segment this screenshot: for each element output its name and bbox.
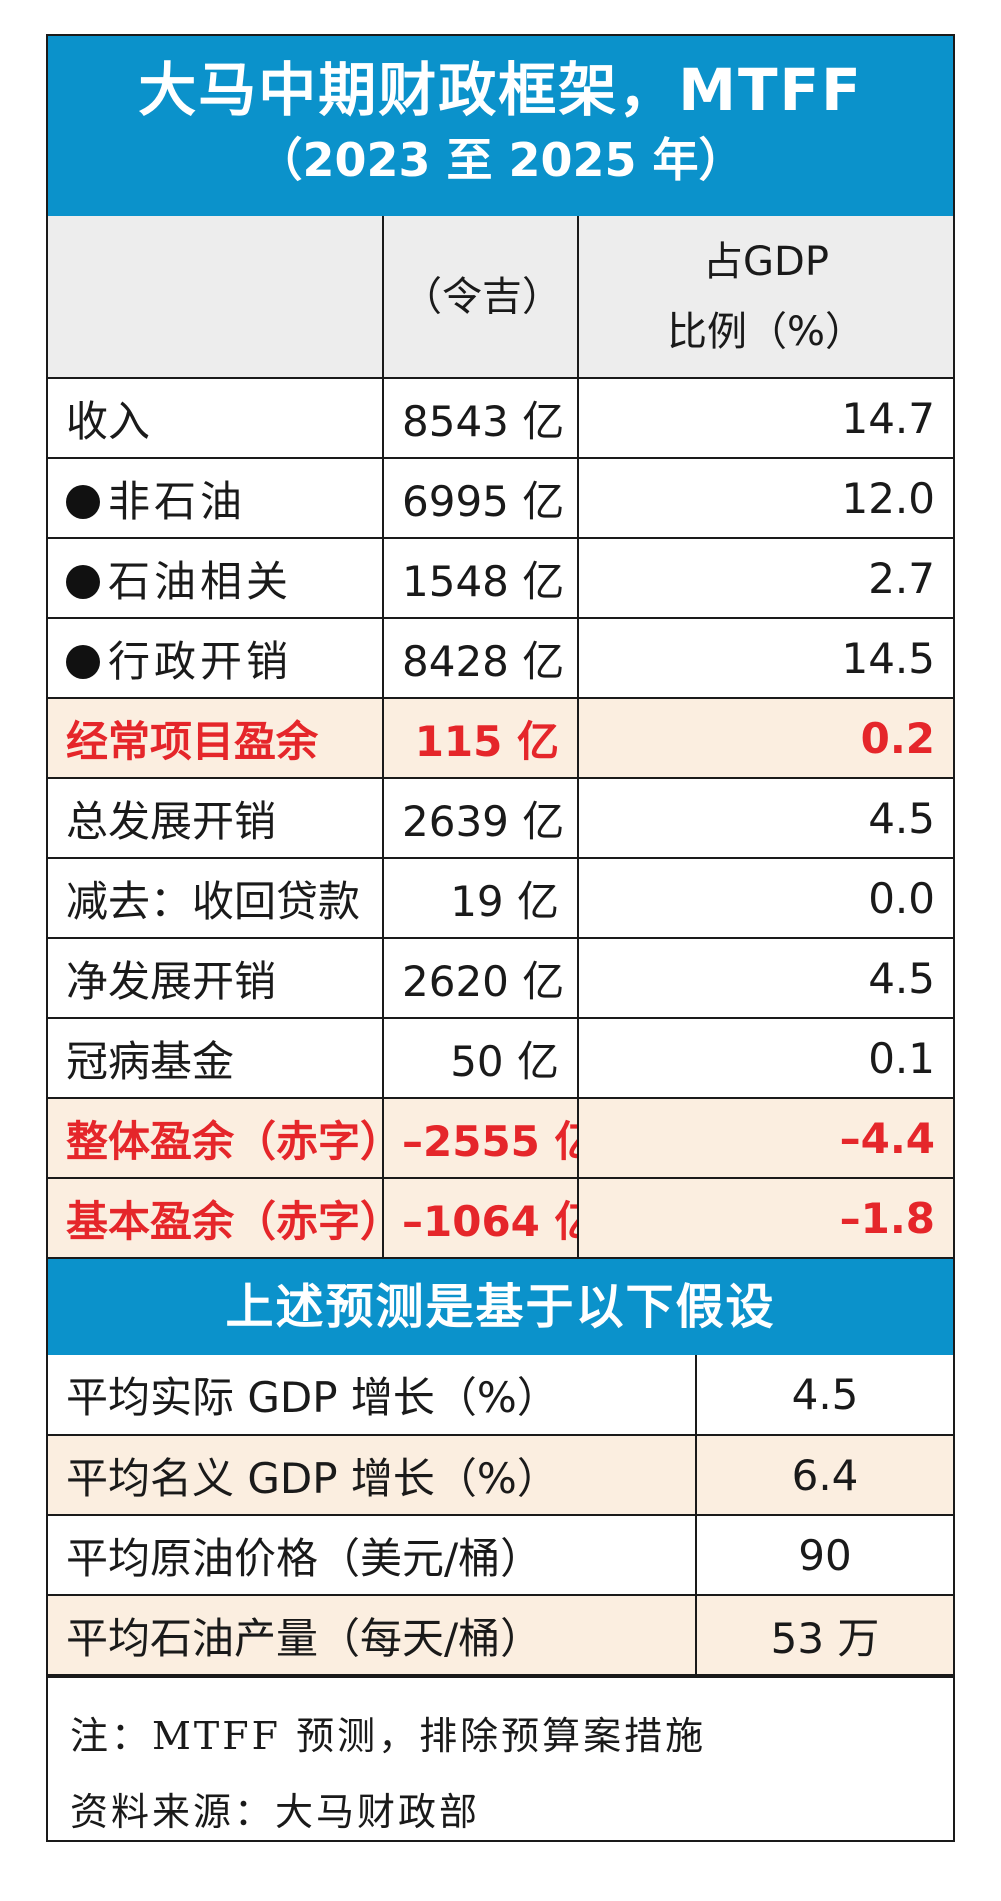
column-header-row: （令吉） 占GDP 比例（%） — [48, 216, 953, 379]
row-amount: 50 亿 — [382, 1017, 579, 1099]
row-amount: 6995 亿 — [382, 457, 579, 539]
row-label: 收入 — [48, 377, 384, 459]
row-label-cell: 石油相关 — [48, 537, 384, 619]
page-title: 大马中期财政框架，MTFF — [138, 56, 863, 124]
row-ratio: 0.2 — [577, 697, 953, 779]
row-amount: 8543 亿 — [382, 377, 579, 459]
row-label: 整体盈余（赤字） — [48, 1097, 384, 1179]
row-ratio: 4.5 — [577, 937, 953, 1019]
row-ratio: –4.4 — [577, 1097, 953, 1179]
assumption-label: 平均石油产量（每天/桶） — [48, 1594, 697, 1676]
assumption-row: 平均原油价格（美元/桶） 90 — [48, 1514, 953, 1596]
row-amount: –1064 亿 — [382, 1177, 579, 1259]
page-subtitle: （2023 至 2025 年） — [256, 133, 745, 187]
table-row: 总发展开销 2639 亿 4.5 — [48, 777, 953, 859]
column-header-ratio: 占GDP 比例（%） — [577, 216, 953, 379]
row-ratio: 12.0 — [577, 457, 953, 539]
bullet-icon — [66, 564, 100, 599]
row-ratio: 14.5 — [577, 617, 953, 699]
source-text: 资料来源：大马财政部 — [70, 1790, 481, 1834]
row-amount: 2639 亿 — [382, 777, 579, 859]
row-amount: 2620 亿 — [382, 937, 579, 1019]
table-row-highlight: 整体盈余（赤字） –2555 亿 –4.4 — [48, 1097, 953, 1179]
table-row: 石油相关 1548 亿 2.7 — [48, 537, 953, 619]
column-header-ratio-line1: 占GDP — [703, 238, 829, 285]
table-row: 行政开销 8428 亿 14.5 — [48, 617, 953, 699]
row-label: 石油相关 — [108, 556, 293, 606]
assumptions-title: 上述预测是基于以下假设 — [48, 1259, 953, 1355]
table-row-highlight: 经常项目盈余 115 亿 0.2 — [48, 697, 953, 779]
row-ratio: 0.1 — [577, 1017, 953, 1099]
assumption-label: 平均名义 GDP 增长（%） — [48, 1434, 697, 1516]
column-header-blank — [48, 216, 384, 379]
note-text: 注：MTFF 预测，排除预算案措施 — [70, 1714, 707, 1758]
table-row: 非石油 6995 亿 12.0 — [48, 457, 953, 539]
row-ratio: –1.8 — [577, 1177, 953, 1259]
row-label: 行政开销 — [108, 636, 293, 686]
row-amount: 115 亿 — [382, 697, 579, 779]
row-ratio: 14.7 — [577, 377, 953, 459]
row-label: 经常项目盈余 — [48, 697, 384, 779]
assumption-value: 4.5 — [695, 1355, 953, 1436]
table-row: 冠病基金 50 亿 0.1 — [48, 1017, 953, 1099]
row-label-cell: 行政开销 — [48, 617, 384, 699]
row-label: 冠病基金 — [48, 1017, 384, 1099]
row-ratio: 2.7 — [577, 537, 953, 619]
column-header-ratio-line2: 比例（%） — [666, 308, 865, 355]
table-row: 收入 8543 亿 14.7 — [48, 377, 953, 459]
assumption-row: 平均名义 GDP 增长（%） 6.4 — [48, 1434, 953, 1516]
row-label-cell: 非石油 — [48, 457, 384, 539]
assumption-row: 平均石油产量（每天/桶） 53 万 — [48, 1594, 953, 1676]
assumption-value: 53 万 — [695, 1594, 953, 1676]
table-row-highlight: 基本盈余（赤字） –1064 亿 –1.8 — [48, 1177, 953, 1259]
row-amount: 19 亿 — [382, 857, 579, 939]
row-label: 总发展开销 — [48, 777, 384, 859]
header-banner: 大马中期财政框架，MTFF （2023 至 2025 年） — [48, 36, 953, 216]
assumption-value: 90 — [695, 1514, 953, 1596]
assumptions-table: 平均实际 GDP 增长（%） 4.5 平均名义 GDP 增长（%） 6.4 平均… — [48, 1355, 953, 1676]
row-ratio: 0.0 — [577, 857, 953, 939]
fiscal-framework-card: 大马中期财政框架，MTFF （2023 至 2025 年） （令吉） 占GDP … — [46, 34, 955, 1842]
row-label: 减去：收回贷款 — [48, 857, 384, 939]
row-label: 基本盈余（赤字） — [48, 1177, 384, 1259]
column-header-amount: （令吉） — [382, 216, 579, 379]
assumption-label: 平均实际 GDP 增长（%） — [48, 1355, 697, 1436]
bullet-icon — [66, 644, 100, 679]
row-label: 非石油 — [108, 476, 247, 526]
table-row: 减去：收回贷款 19 亿 0.0 — [48, 857, 953, 939]
assumption-label: 平均原油价格（美元/桶） — [48, 1514, 697, 1596]
row-ratio: 4.5 — [577, 777, 953, 859]
notes-block: 注：MTFF 预测，排除预算案措施 资料来源：大马财政部 — [48, 1676, 953, 1870]
assumption-row: 平均实际 GDP 增长（%） 4.5 — [48, 1355, 953, 1436]
assumption-value: 6.4 — [695, 1434, 953, 1516]
bullet-icon — [66, 484, 100, 519]
row-amount: –2555 亿 — [382, 1097, 579, 1179]
row-amount: 8428 亿 — [382, 617, 579, 699]
row-amount: 1548 亿 — [382, 537, 579, 619]
row-label: 净发展开销 — [48, 937, 384, 1019]
table-row: 净发展开销 2620 亿 4.5 — [48, 937, 953, 1019]
fiscal-table: （令吉） 占GDP 比例（%） 收入 8543 亿 14.7 非石油 6995 … — [48, 216, 953, 1259]
